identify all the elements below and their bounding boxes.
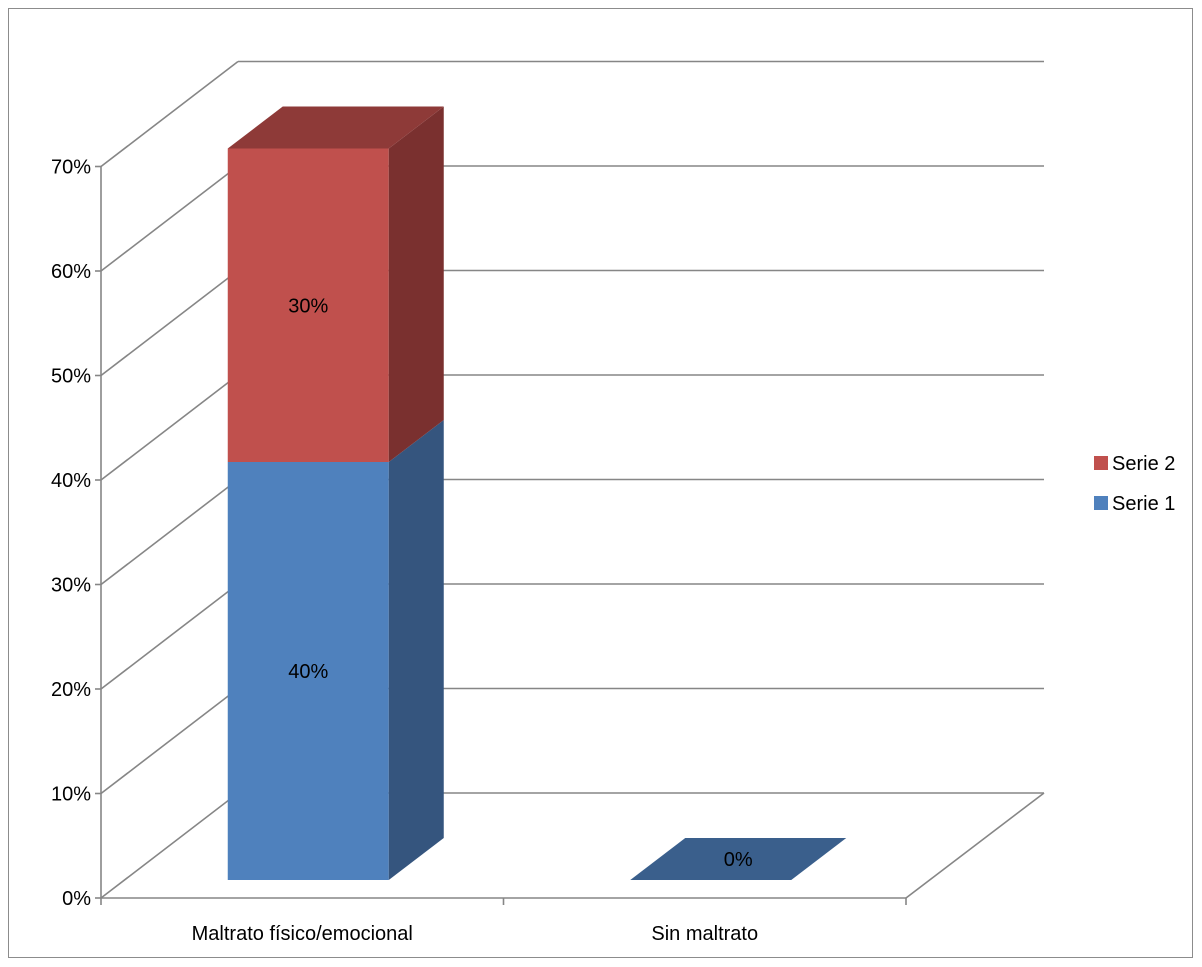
floor-right-edge — [905, 792, 1045, 899]
x-tick-label: Maltrato físico/emocional — [192, 923, 413, 945]
data-label: 30% — [288, 295, 328, 317]
data-label: 0% — [724, 849, 753, 871]
legend-swatch — [1094, 456, 1108, 470]
gridline-wall — [100, 60, 239, 168]
bar-front-face — [227, 462, 389, 880]
y-tick-label: 50% — [51, 366, 91, 388]
bar-top-face — [227, 106, 444, 149]
y-tick-label: 20% — [51, 679, 91, 701]
legend-swatch — [1094, 496, 1108, 510]
gridline-wall — [100, 165, 239, 272]
bar-serie-1-2 — [630, 838, 847, 880]
x-tick-labels: Maltrato físico/emocional Sin maltrato — [192, 923, 758, 945]
chart-canvas: 0% 10% 20% 30% 40% 50% 60% 70% Maltrato físico/e… — [51, 60, 1175, 945]
gridline-wall — [100, 583, 239, 690]
bar-side-face — [388, 420, 444, 880]
y-tick-label: 70% — [51, 157, 91, 179]
y-tick-label: 10% — [51, 784, 91, 806]
data-label: 40% — [288, 661, 328, 683]
bars — [227, 106, 847, 880]
gridline-wall — [100, 374, 239, 481]
gridline-wall — [100, 687, 239, 795]
bar-serie-1-1 — [227, 420, 444, 880]
y-tick-label: 0% — [62, 888, 91, 910]
y-tick-label: 40% — [51, 470, 91, 492]
x-tick-label: Sin maltrato — [651, 923, 758, 945]
legend-label: Serie 1 — [1112, 493, 1175, 515]
gridline-wall — [100, 478, 239, 586]
bar-serie-2-1 — [227, 106, 444, 462]
legend-label: Serie 2 — [1112, 453, 1175, 475]
bar-front-face — [227, 148, 389, 462]
y-tick-label: 30% — [51, 575, 91, 597]
legend: Serie 2 Serie 1 — [1094, 453, 1175, 515]
bar-top-face — [630, 838, 847, 880]
gridline-wall — [100, 269, 239, 377]
y-tick-labels: 0% 10% 20% 30% 40% 50% 60% 70% — [51, 157, 91, 911]
bar-side-face — [388, 106, 444, 462]
chart-frame: 0% 10% 20% 30% 40% 50% 60% 70% Maltrato físico/e… — [8, 8, 1193, 958]
data-labels: 40% 30% 0% — [288, 295, 753, 871]
y-tick-label: 60% — [51, 261, 91, 283]
